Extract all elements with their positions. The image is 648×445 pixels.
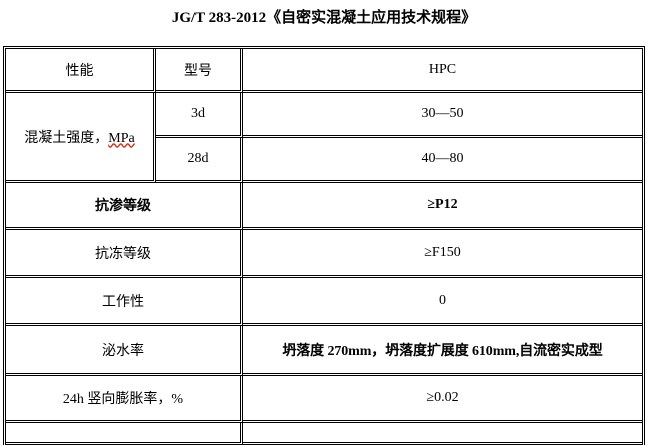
row-label-frost-resistance: 抗冻等级 xyxy=(6,230,243,278)
row-label-extra-partial xyxy=(6,423,243,445)
cell-impermeability-value: ≥P12 xyxy=(243,183,642,230)
spec-table-container: 性能 型号 HPC 混凝土强度，MPa 3d 30—50 28d 40—80 xyxy=(3,46,645,445)
header-cell-property: 性能 xyxy=(6,49,156,93)
table-row: 24h 竖向膨胀率，% ≥0.02 xyxy=(6,376,642,423)
row-label-workability: 工作性 xyxy=(6,278,243,326)
header-cell-model: 型号 xyxy=(156,49,243,93)
cell-strength-3d: 30—50 xyxy=(243,93,642,138)
strength-label-text: 混凝土强度， xyxy=(24,130,109,146)
cell-strength-28d: 40—80 xyxy=(243,138,642,183)
table-row: 工作性 0 xyxy=(6,278,642,326)
row-label-vertical-expansion: 24h 竖向膨胀率，% xyxy=(6,376,243,423)
header-cell-grade: HPC xyxy=(243,49,642,93)
row-label-strength: 混凝土强度，MPa xyxy=(6,93,156,183)
table-row: 混凝土强度，MPa 3d 30—50 xyxy=(6,93,642,183)
cell-age-28d: 28d xyxy=(156,138,243,183)
row-label-bleeding-rate: 泌水率 xyxy=(6,326,243,376)
cell-age-3d: 3d xyxy=(156,93,243,138)
row-label-impermeability: 抗渗等级 xyxy=(6,183,243,230)
strength-label-unit: MPa xyxy=(108,130,135,146)
page-title: JG/T 283-2012《自密实混凝土应用技术规程》 xyxy=(171,10,477,26)
concrete-spec-table: 性能 型号 HPC 混凝土强度，MPa 3d 30—50 28d 40—80 xyxy=(3,46,645,445)
cell-bleeding-rate-value: 坍落度 270mm，坍落度扩展度 610mm,自流密实成型 xyxy=(243,326,642,376)
table-row: 抗冻等级 ≥F150 xyxy=(6,230,642,278)
cell-frost-resistance-value: ≥F150 xyxy=(243,230,642,278)
table-header-row: 性能 型号 HPC xyxy=(6,49,642,93)
cell-extra-partial-value xyxy=(243,423,642,445)
cell-workability-value: 0 xyxy=(243,278,642,326)
cell-vertical-expansion-value: ≥0.02 xyxy=(243,376,642,423)
table-row: 抗渗等级 ≥P12 xyxy=(6,183,642,230)
table-row: 28d 40—80 xyxy=(6,138,642,183)
table-row: 泌水率 坍落度 270mm，坍落度扩展度 610mm,自流密实成型 xyxy=(6,326,642,376)
table-row-partial xyxy=(6,423,642,445)
